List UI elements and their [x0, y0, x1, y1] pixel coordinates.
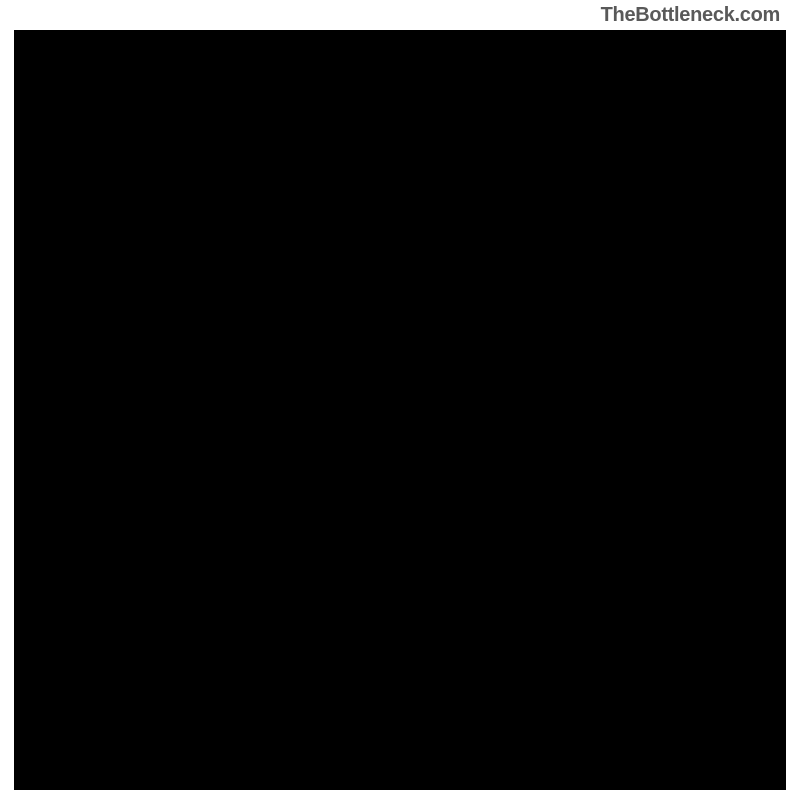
root: TheBottleneck.com	[0, 0, 800, 800]
plot-area	[42, 44, 758, 760]
watermark-text: TheBottleneck.com	[601, 4, 780, 27]
heatmap-canvas	[42, 44, 758, 760]
crosshair-horizontal	[42, 760, 758, 761]
crosshair-vertical	[42, 44, 43, 760]
crosshair-marker	[38, 756, 47, 765]
plot-border	[14, 30, 786, 790]
